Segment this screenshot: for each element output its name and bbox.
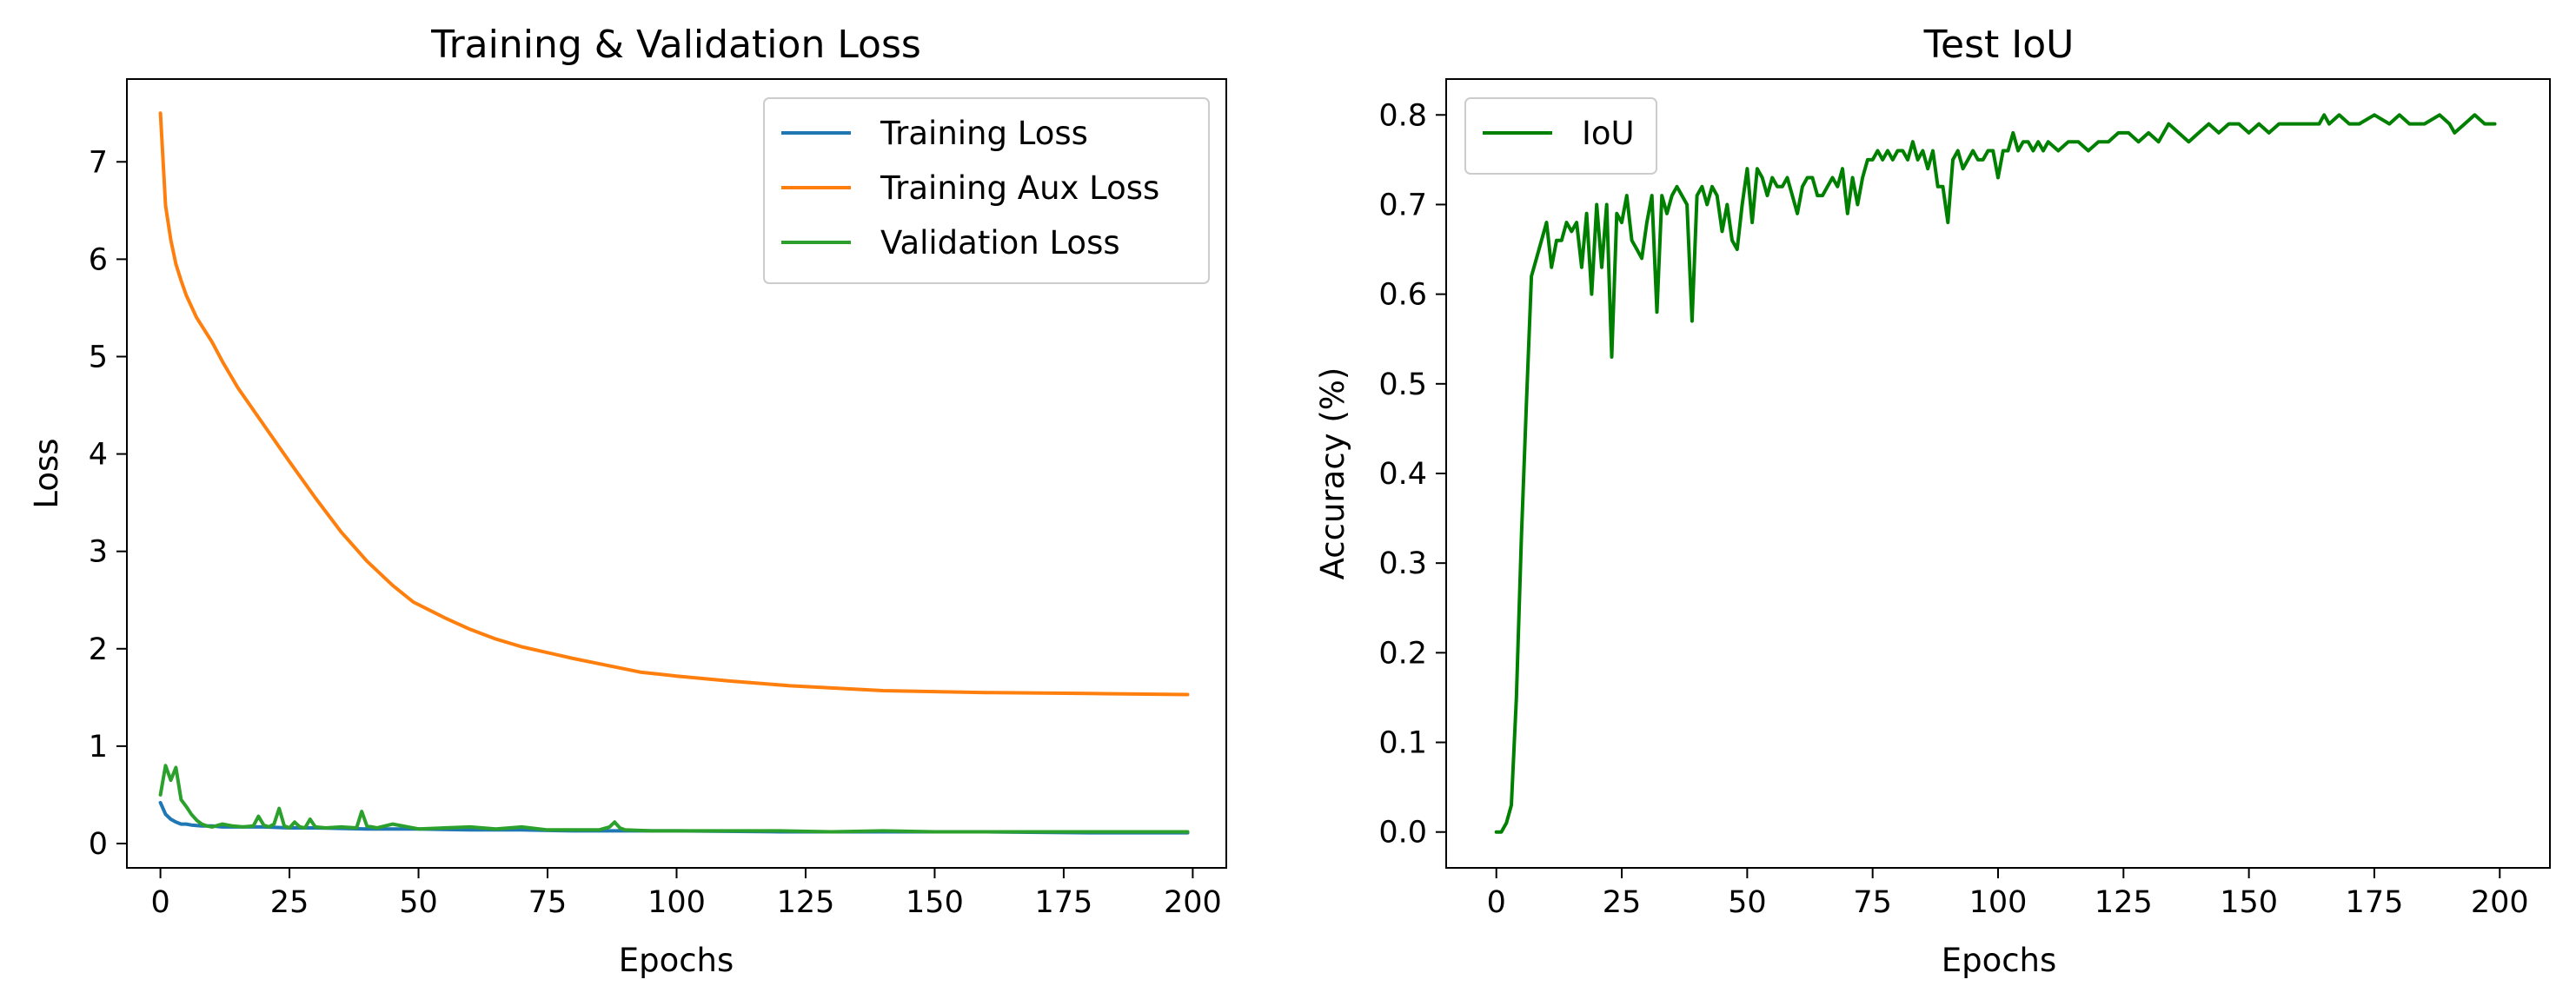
iou-chart-legend: IoU xyxy=(1464,97,1657,175)
iou-chart-y-tick-label: 0.3 xyxy=(1378,546,1427,581)
loss-chart-legend-box xyxy=(763,97,1210,284)
loss-chart-x-tick-label: 75 xyxy=(528,885,568,920)
loss-chart-x-tick-label: 50 xyxy=(399,885,438,920)
iou-chart-x-tick-label: 100 xyxy=(1969,885,2028,920)
loss-chart: Training & Validation Loss 0 25 50 75 100 125… xyxy=(28,23,1227,979)
iou-chart-x-tick-label: 125 xyxy=(2095,885,2153,920)
loss-chart-x-tick-label: 100 xyxy=(647,885,706,920)
loss-chart-legend-label-training-aux-loss: Training Aux Loss xyxy=(880,169,1159,207)
loss-chart-series-layer xyxy=(158,111,1190,835)
loss-chart-title: Training & Validation Loss xyxy=(430,23,921,67)
loss-chart-y-ticks: 0 1 2 3 4 5 6 7 xyxy=(89,145,127,862)
loss-chart-y-tick-label: 6 xyxy=(89,242,108,277)
iou-chart-series-layer xyxy=(1494,113,2497,834)
loss-chart-x-tick-label: 150 xyxy=(906,885,964,920)
loss-chart-y-tick-label: 2 xyxy=(89,632,108,667)
loss-chart-x-tick-label: 0 xyxy=(150,885,169,920)
iou-chart-x-axis-label: Epochs xyxy=(1942,942,2057,979)
loss-chart-y-tick-label: 3 xyxy=(89,535,108,570)
loss-chart-x-axis-label: Epochs xyxy=(619,942,734,979)
loss-chart-legend-label-training-loss: Training Loss xyxy=(880,115,1088,152)
iou-chart-y-tick-label: 0.4 xyxy=(1378,457,1427,492)
iou-chart-y-tick-label: 0.7 xyxy=(1378,188,1427,222)
loss-chart-series-validation-loss xyxy=(158,764,1190,834)
iou-chart-x-tick-label: 25 xyxy=(1603,885,1642,920)
iou-chart-title: Test IoU xyxy=(1923,23,2075,67)
loss-chart-y-tick-label: 5 xyxy=(89,340,108,374)
iou-chart-y-tick-label: 0.6 xyxy=(1378,278,1427,313)
loss-chart-legend: Training Loss Training Aux Loss Validation… xyxy=(763,97,1210,284)
iou-chart-x-tick-label: 50 xyxy=(1728,885,1767,920)
loss-chart-x-ticks: 0 25 50 75 100 125 150 175 200 xyxy=(150,868,1222,920)
iou-chart-legend-box xyxy=(1464,97,1657,175)
loss-chart-y-tick-label: 4 xyxy=(89,438,108,473)
loss-chart-y-tick-label: 0 xyxy=(89,827,108,862)
iou-chart: Test IoU 0 25 50 75 100 125 150 175 200 0.00.10.… xyxy=(1314,23,2551,979)
loss-chart-series-training-aux-loss xyxy=(158,111,1190,697)
iou-chart-y-tick-label: 0.0 xyxy=(1378,816,1427,850)
iou-chart-x-tick-label: 0 xyxy=(1487,885,1506,920)
iou-chart-y-axis-label: Accuracy (%) xyxy=(1314,367,1351,580)
iou-chart-y-tick-label: 0.5 xyxy=(1378,367,1427,402)
iou-chart-y-tick-label: 0.2 xyxy=(1378,636,1427,671)
loss-chart-x-tick-label: 200 xyxy=(1164,885,1222,920)
iou-chart-y-ticks: 0.0 0.1 0.2 0.3 0.4 0.5 0.6 0.7 0.8 xyxy=(1378,98,1446,850)
loss-chart-legend-label-validation-loss: Validation Loss xyxy=(880,224,1120,261)
iou-chart-y-tick-label: 0.8 xyxy=(1378,98,1427,133)
iou-chart-x-tick-label: 75 xyxy=(1853,885,1892,920)
loss-chart-x-tick-label: 125 xyxy=(777,885,835,920)
iou-chart-legend-label-iou: IoU xyxy=(1582,115,1635,152)
loss-chart-y-tick-label: 7 xyxy=(89,145,108,180)
iou-chart-y-tick-label: 0.1 xyxy=(1378,726,1427,761)
iou-chart-x-tick-label: 175 xyxy=(2346,885,2404,920)
iou-chart-x-ticks: 0 25 50 75 100 125 150 175 200 xyxy=(1487,868,2529,920)
loss-chart-y-axis-label: Loss xyxy=(28,438,65,508)
iou-chart-x-tick-label: 150 xyxy=(2220,885,2278,920)
loss-chart-x-tick-label: 175 xyxy=(1035,885,1093,920)
loss-chart-y-tick-label: 1 xyxy=(89,730,108,764)
iou-chart-series-iou xyxy=(1494,113,2497,834)
iou-chart-x-tick-label: 200 xyxy=(2471,885,2529,920)
loss-chart-x-tick-label: 25 xyxy=(270,885,309,920)
